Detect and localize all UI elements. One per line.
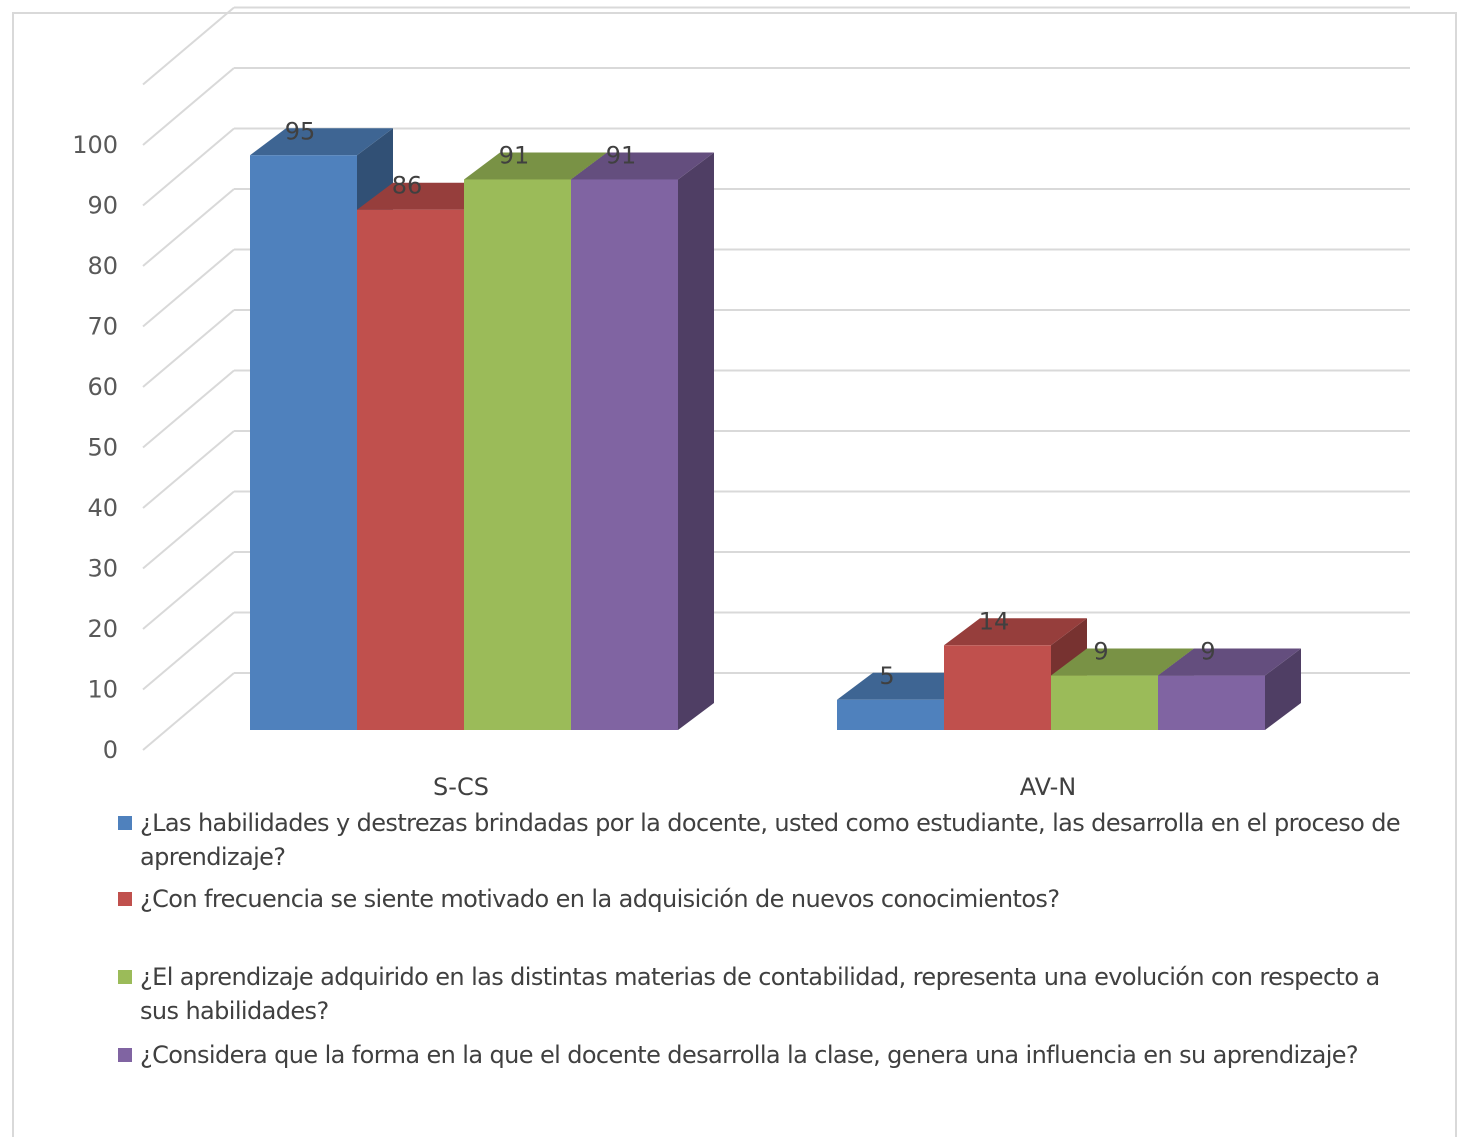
bar-front (357, 209, 464, 730)
category-label: AV-N (1020, 773, 1077, 801)
bar-front (464, 179, 571, 730)
data-label: 14 (979, 607, 1010, 635)
legend-swatch (118, 892, 132, 906)
bar-side (1265, 648, 1301, 730)
gridline (142, 67, 235, 146)
gridline (142, 551, 235, 630)
gridline (142, 127, 235, 207)
gridline (142, 672, 235, 751)
category-label: S-CS (433, 773, 489, 801)
data-label: 9 (1200, 638, 1215, 666)
bar-front (571, 179, 678, 730)
bar (571, 152, 714, 730)
bar-top (1158, 648, 1301, 676)
y-tick-label: 100 (72, 131, 118, 159)
bar-top (571, 152, 714, 180)
gridline (142, 369, 235, 449)
legend-swatch (118, 970, 132, 984)
y-tick-label: 30 (87, 555, 118, 583)
gridline (142, 430, 235, 509)
y-axis-ticks: 0 10 20 30 40 50 60 70 80 90 100 (72, 131, 118, 764)
legend-label: ¿Con frecuencia se siente motivado en la… (140, 885, 1060, 913)
bar-front (1158, 675, 1265, 730)
legend-swatch (118, 1048, 132, 1062)
bar (1158, 648, 1301, 730)
y-tick-label: 20 (87, 615, 118, 643)
gridline (142, 248, 235, 328)
bar-top (250, 128, 393, 156)
legend-label: ¿Considera que la forma en la que el doc… (140, 1041, 1359, 1069)
x-axis-categories: S-CS AV-N (433, 773, 1076, 801)
legend-item: ¿Con frecuencia se siente motivado en la… (118, 882, 1408, 916)
bars (250, 128, 1301, 730)
legend-swatch (118, 816, 132, 830)
data-label: 9 (1093, 638, 1108, 666)
gridline (142, 309, 235, 388)
data-label: 91 (499, 141, 530, 169)
legend-item: ¿El aprendizaje adquirido en las distint… (118, 960, 1408, 1028)
bar-top (1051, 648, 1194, 676)
y-tick-label: 80 (87, 252, 118, 280)
data-label: 91 (606, 141, 637, 169)
bar-top (464, 152, 607, 180)
legend-item: ¿Las habilidades y destrezas brindadas p… (118, 806, 1408, 874)
data-labels: 95 86 91 91 5 14 9 9 (285, 117, 1216, 690)
bar-front (944, 645, 1051, 730)
gridline (142, 6, 235, 86)
y-tick-label: 10 (87, 676, 118, 704)
legend-item: ¿Considera que la forma en la que el doc… (118, 1038, 1408, 1072)
y-tick-label: 40 (87, 494, 118, 522)
data-label: 95 (285, 117, 316, 145)
y-tick-label: 60 (87, 373, 118, 401)
y-tick-label: 0 (103, 736, 118, 764)
bar-side (678, 152, 714, 730)
legend-label: ¿El aprendizaje adquirido en las distint… (140, 963, 1380, 1025)
chart-frame (12, 12, 1457, 1137)
gridline (142, 611, 235, 691)
gridline (142, 188, 235, 267)
gridline (142, 490, 235, 570)
y-tick-label: 50 (87, 434, 118, 462)
data-label: 86 (392, 172, 423, 200)
bar-front (837, 699, 944, 730)
data-label: 5 (879, 662, 894, 690)
bar-front (250, 155, 357, 730)
y-tick-label: 70 (87, 313, 118, 341)
bar-top (944, 618, 1087, 646)
bar-front (1051, 675, 1158, 730)
legend-label: ¿Las habilidades y destrezas brindadas p… (140, 809, 1401, 871)
y-tick-label: 90 (87, 192, 118, 220)
